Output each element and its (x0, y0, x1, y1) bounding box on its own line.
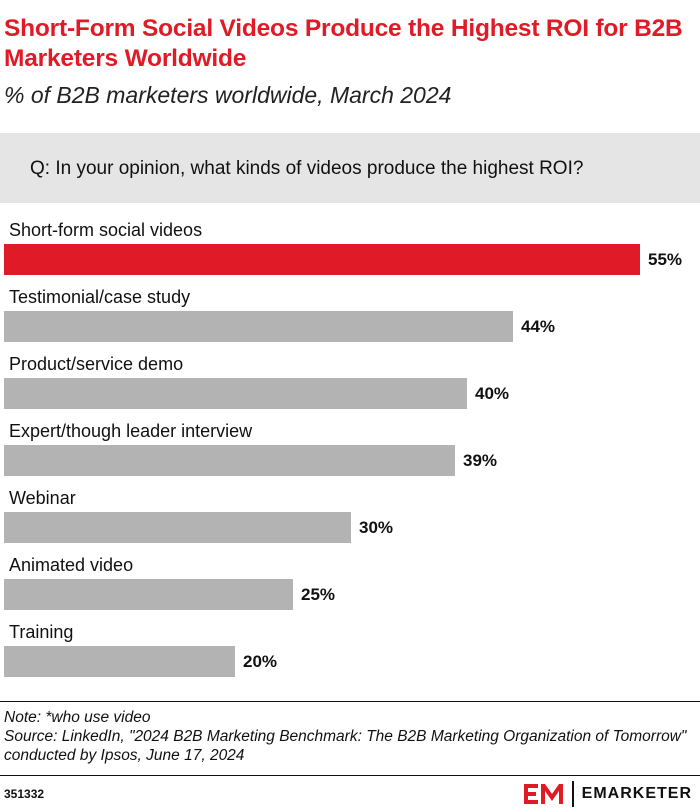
question-text: Q: In your opinion, what kinds of videos… (30, 158, 584, 179)
bar-label: Short-form social videos (9, 220, 203, 240)
bar-value-label: 55% (648, 250, 683, 269)
bar-value-label: 25% (301, 585, 336, 604)
bar (4, 378, 467, 409)
chart-note: Note: *who use video (4, 709, 151, 726)
question-box (0, 133, 700, 203)
bar-value-label: 20% (243, 652, 278, 671)
bar-value-label: 44% (521, 317, 556, 336)
bar (4, 311, 513, 342)
chart-title: Short-Form Social Videos Produce the Hig… (4, 15, 683, 72)
bar-label: Training (9, 622, 74, 642)
chart-id: 351332 (4, 787, 45, 801)
em-logo-icon (523, 784, 563, 804)
logo-divider (571, 781, 574, 807)
bar-value-label: 39% (463, 451, 498, 470)
bar-label: Product/service demo (9, 354, 184, 374)
bar (4, 244, 640, 275)
bar-label: Animated video (9, 555, 134, 575)
chart-source: Source: LinkedIn, "2024 B2B Marketing Be… (4, 728, 687, 764)
bar-label: Webinar (9, 488, 76, 508)
bar-value-label: 40% (475, 384, 510, 403)
footer-divider (0, 701, 700, 702)
bar-label: Testimonial/case study (9, 287, 191, 307)
bar (4, 445, 455, 476)
bar-value-label: 30% (359, 518, 394, 537)
bar (4, 512, 351, 543)
brand-name: EMARKETER (581, 785, 692, 802)
chart-subtitle: % of B2B marketers worldwide, March 2024 (4, 82, 452, 108)
bar (4, 579, 293, 610)
bottom-divider (0, 775, 700, 776)
bar-label: Expert/though leader interview (9, 421, 253, 441)
bar (4, 646, 235, 677)
emarketer-logo: EMARKETER (523, 781, 692, 807)
